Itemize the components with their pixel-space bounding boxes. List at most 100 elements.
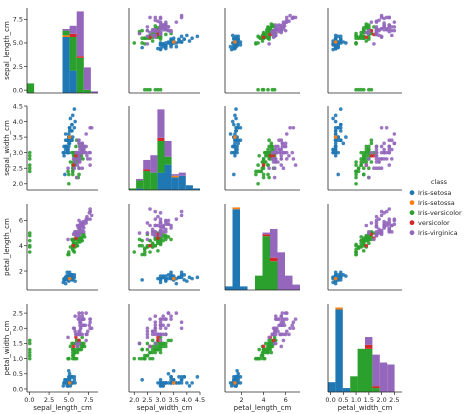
scatter-point xyxy=(142,87,147,92)
scatter-point xyxy=(63,381,68,385)
scatter-point xyxy=(145,34,150,39)
subplot-petal_length_cm-vs-sepal_length_cm xyxy=(26,204,98,291)
subplot-petal_width_cm-vs-sepal_length_cm xyxy=(26,304,98,393)
scatter-point xyxy=(361,248,366,253)
scatter-point xyxy=(27,157,32,161)
scatter-point xyxy=(387,219,392,224)
scatter-point xyxy=(230,119,235,124)
scatter-point xyxy=(158,332,163,337)
hist-bar xyxy=(83,89,91,93)
scatter-point xyxy=(354,247,358,252)
hist-bar xyxy=(342,388,351,392)
scatter-point xyxy=(374,32,379,37)
scatter-point xyxy=(166,25,171,29)
scatter-point xyxy=(145,326,150,331)
scatter-point xyxy=(266,147,270,152)
scatter-point xyxy=(374,166,379,171)
scatter-point xyxy=(379,26,384,31)
subplot-sepal_width_cm-vs-petal_width_cm xyxy=(327,106,402,191)
x-tick-label: 0.0 xyxy=(325,396,335,404)
scatter-point xyxy=(278,332,282,337)
scatter-point xyxy=(158,338,163,343)
scatter-point xyxy=(233,44,237,49)
scatter-point xyxy=(145,335,150,340)
scatter-point xyxy=(367,175,371,180)
scatter-point xyxy=(272,335,277,340)
scatter-point xyxy=(284,150,289,155)
scatter-point xyxy=(333,125,338,130)
scatter-point xyxy=(61,384,66,388)
scatter-point xyxy=(261,347,266,352)
scatter-point xyxy=(71,157,76,161)
scatter-point xyxy=(267,338,271,343)
hist-bar xyxy=(164,140,172,157)
scatter-point xyxy=(235,125,239,130)
scatter-point xyxy=(65,378,70,382)
scatter-point xyxy=(71,232,76,237)
scatter-point xyxy=(379,166,384,171)
scatter-point xyxy=(78,320,82,325)
scatter-point xyxy=(336,135,341,139)
y-tick-label: 7.5 xyxy=(13,16,23,24)
scatter-point xyxy=(145,332,150,337)
hist-bar xyxy=(270,261,278,290)
hist-bar xyxy=(365,344,373,349)
scatter-point xyxy=(384,150,389,155)
scatter-point xyxy=(66,237,70,242)
scatter-point xyxy=(88,209,92,214)
y-tick-label: 0.0 xyxy=(13,86,23,94)
scatter-point xyxy=(70,172,75,177)
scatter-point xyxy=(77,341,81,346)
scatter-point xyxy=(233,150,237,155)
scatter-point xyxy=(148,356,152,361)
scatter-point xyxy=(262,356,267,361)
legend-marker xyxy=(409,230,415,236)
scatter-point xyxy=(76,317,81,321)
scatter-point xyxy=(261,175,266,180)
scatter-point xyxy=(88,207,92,211)
scatter-point xyxy=(137,243,142,248)
scatter-point xyxy=(336,43,341,47)
scatter-point xyxy=(369,221,374,225)
scatter-point xyxy=(374,150,379,155)
scatter-point xyxy=(71,344,76,349)
scatter-point xyxy=(369,150,374,155)
scatter-point xyxy=(356,87,361,92)
scatter-point xyxy=(73,160,77,164)
scatter-point xyxy=(374,160,379,164)
hist-bar xyxy=(171,174,179,176)
scatter-point xyxy=(260,160,265,164)
scatter-point xyxy=(137,341,142,346)
scatter-point xyxy=(284,15,289,20)
scatter-point xyxy=(164,27,168,32)
scatter-point xyxy=(158,341,163,346)
scatter-point xyxy=(179,381,184,385)
scatter-point xyxy=(387,207,392,211)
scatter-point xyxy=(374,157,379,161)
scatter-point xyxy=(72,107,77,111)
scatter-point xyxy=(238,381,243,385)
scatter-point xyxy=(70,356,75,361)
scatter-point xyxy=(356,166,361,171)
scatter-point xyxy=(74,150,78,155)
scatter-point xyxy=(153,332,158,337)
scatter-point xyxy=(185,33,189,38)
scatter-point xyxy=(267,335,271,340)
scatter-point xyxy=(333,144,338,149)
scatter-point xyxy=(67,132,71,136)
scatter-point xyxy=(333,44,338,49)
scatter-point xyxy=(270,150,275,155)
scatter-point xyxy=(153,87,158,92)
scatter-point xyxy=(333,147,338,152)
scatter-point xyxy=(150,39,155,43)
scatter-point xyxy=(257,347,261,352)
scatter-point xyxy=(279,344,284,349)
scatter-point xyxy=(85,329,90,334)
scatter-point xyxy=(77,311,81,315)
scatter-point xyxy=(234,384,238,388)
scatter-point xyxy=(158,344,163,349)
scatter-point xyxy=(145,237,150,242)
scatter-point xyxy=(372,166,376,171)
scatter-point xyxy=(158,384,163,388)
